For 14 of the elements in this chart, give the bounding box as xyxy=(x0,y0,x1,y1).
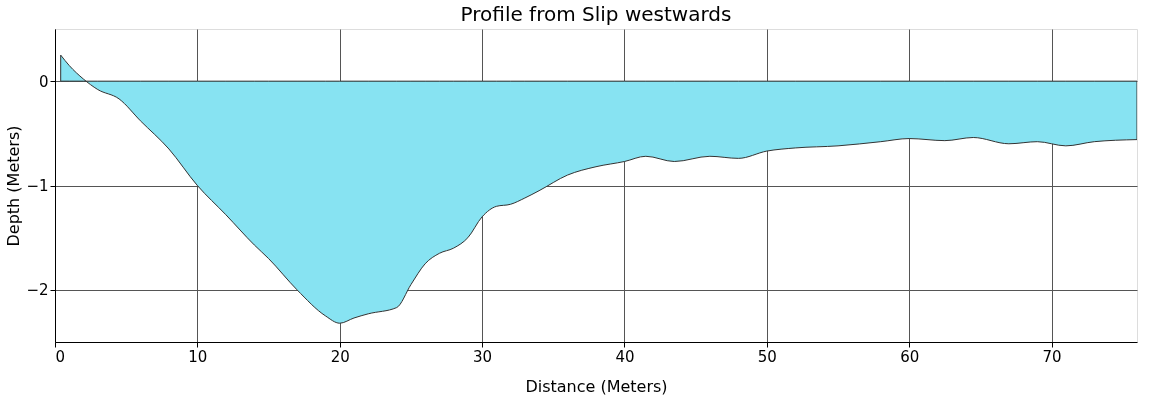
x-tick-label: 10 xyxy=(188,347,208,366)
x-tick-label: 70 xyxy=(1042,347,1062,366)
x-tick-label: 0 xyxy=(55,347,66,366)
x-tick-label: 30 xyxy=(473,347,493,366)
y-tick-label: −1 xyxy=(26,177,49,195)
y-tick-label: −2 xyxy=(26,281,49,300)
chart-title: Profile from Slip westwards xyxy=(460,2,732,26)
x-tick-label: 50 xyxy=(757,347,777,366)
x-tick-label: 40 xyxy=(615,347,635,366)
y-axis-title: Depth (Meters) xyxy=(4,125,24,247)
y-tick-label: 0 xyxy=(38,72,49,91)
x-tick-label: 20 xyxy=(330,347,350,366)
x-tick-label: 60 xyxy=(900,347,920,366)
x-axis-title: Distance (Meters) xyxy=(525,376,668,396)
